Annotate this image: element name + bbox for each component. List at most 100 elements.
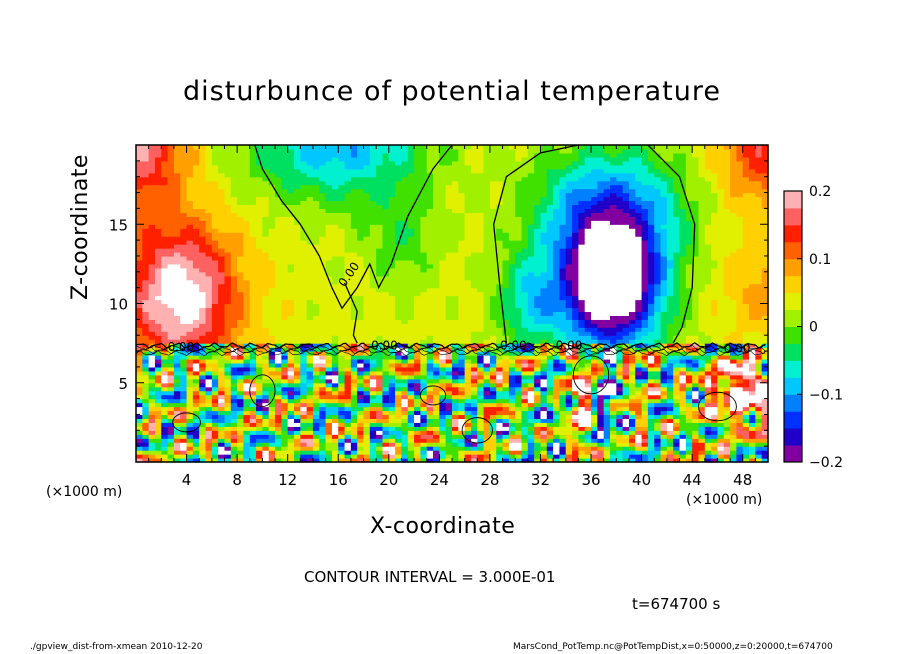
field-cell	[249, 323, 257, 328]
field-cell	[489, 279, 497, 285]
field-cell	[407, 390, 415, 396]
field-cell	[167, 327, 175, 332]
field-cell	[420, 263, 428, 269]
field-cell	[161, 240, 169, 245]
field-cell	[426, 430, 434, 435]
field-cell	[287, 374, 295, 380]
field-cell	[300, 335, 308, 340]
field-cell	[199, 152, 207, 158]
field-cell	[205, 200, 213, 206]
field-cell	[357, 315, 365, 320]
field-cell	[515, 454, 523, 459]
field-cell	[496, 446, 504, 451]
field-cell	[439, 228, 447, 233]
field-cell	[192, 307, 200, 313]
field-cell	[186, 168, 194, 174]
field-cell	[527, 406, 535, 412]
field-cell	[477, 323, 485, 328]
field-cell	[230, 287, 238, 293]
field-cell	[489, 299, 497, 305]
field-cell	[458, 291, 466, 297]
field-cell	[300, 224, 308, 229]
field-cell	[300, 251, 308, 257]
field-cell	[395, 422, 403, 427]
field-cell	[287, 212, 295, 217]
field-cell	[287, 259, 295, 265]
field-cell	[154, 244, 162, 249]
field-cell	[275, 176, 282, 182]
field-cell	[262, 220, 270, 225]
field-cell	[414, 406, 421, 412]
field-cell	[496, 307, 504, 313]
field-cell	[192, 442, 200, 447]
field-cell	[344, 358, 352, 364]
field-cell	[136, 390, 143, 396]
field-cell	[294, 351, 301, 356]
field-cell	[237, 366, 245, 372]
field-cell	[439, 251, 447, 257]
field-cell	[237, 358, 245, 364]
field-cell	[148, 410, 156, 416]
field-cell	[294, 438, 301, 443]
field-cell	[363, 176, 371, 182]
field-cell	[496, 259, 504, 265]
field-cell	[331, 152, 339, 158]
field-cell	[154, 303, 162, 309]
field-cell	[357, 299, 365, 305]
field-cell	[489, 295, 497, 301]
field-cell	[382, 366, 390, 372]
field-cell	[395, 204, 403, 209]
field-cell	[211, 287, 219, 293]
field-cell	[199, 402, 207, 408]
field-cell	[218, 370, 226, 376]
field-cell	[256, 339, 263, 344]
field-cell	[237, 362, 245, 368]
field-cell	[243, 438, 251, 443]
field-cell	[256, 259, 263, 265]
field-cell	[439, 390, 447, 396]
field-cell	[357, 446, 365, 451]
field-cell	[363, 152, 371, 158]
field-cell	[325, 168, 333, 174]
field-cell	[268, 192, 276, 198]
field-cell	[281, 303, 289, 309]
field-cell	[496, 204, 504, 209]
field-cell	[268, 446, 276, 451]
field-cell	[281, 244, 289, 249]
field-cell	[426, 394, 434, 400]
field-cell	[489, 212, 497, 217]
field-cell	[452, 315, 459, 320]
field-cell	[224, 291, 232, 297]
field-cell	[186, 402, 194, 408]
field-cell	[483, 176, 491, 182]
field-cell	[496, 410, 504, 416]
field-cell	[306, 398, 314, 404]
field-cell	[477, 370, 485, 376]
field-cell	[262, 347, 270, 352]
field-cell	[224, 148, 232, 154]
field-cell	[268, 418, 276, 423]
field-cell	[148, 204, 156, 209]
field-cell	[275, 410, 282, 416]
field-cell	[256, 442, 263, 447]
field-cell	[470, 176, 478, 182]
field-cell	[452, 220, 459, 225]
field-cell	[180, 335, 188, 340]
field-cell	[344, 370, 352, 376]
field-cell	[224, 370, 232, 376]
field-cell	[243, 307, 251, 313]
field-cell	[338, 196, 346, 202]
field-cell	[243, 232, 251, 237]
field-cell	[376, 220, 384, 225]
field-cell	[218, 319, 226, 324]
field-cell	[224, 366, 232, 372]
field-cell	[287, 366, 295, 372]
field-cell	[344, 228, 352, 233]
field-cell	[319, 303, 327, 309]
field-cell	[464, 430, 472, 435]
field-cell	[382, 200, 390, 206]
field-cell	[300, 410, 308, 416]
field-cell	[294, 148, 301, 154]
field-cell	[414, 315, 421, 320]
field-cell	[401, 271, 409, 277]
